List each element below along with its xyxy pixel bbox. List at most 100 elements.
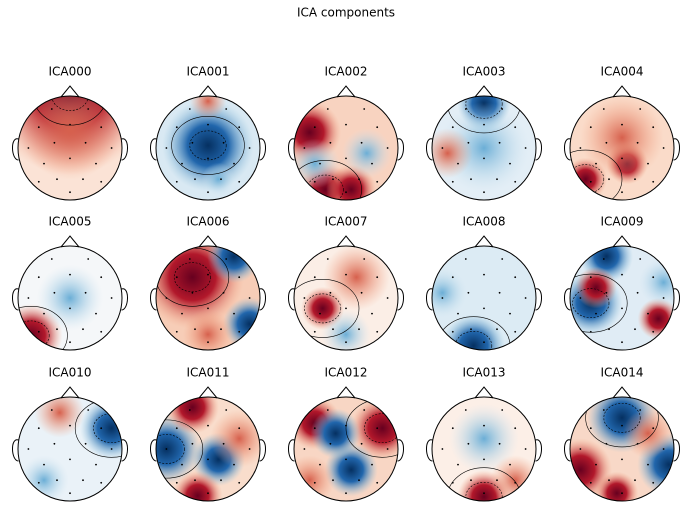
sensor xyxy=(222,442,225,445)
sensor xyxy=(662,147,665,149)
contour xyxy=(189,130,227,161)
contour xyxy=(465,481,503,501)
sensor xyxy=(188,258,191,260)
sensor xyxy=(589,427,592,430)
topomap xyxy=(426,235,542,351)
sensor xyxy=(470,479,472,482)
sensor xyxy=(514,276,517,279)
sensor xyxy=(634,328,636,331)
contour xyxy=(570,149,623,200)
sensor xyxy=(345,341,347,344)
sensor xyxy=(363,258,366,260)
sensor xyxy=(329,442,332,445)
sensor xyxy=(483,123,485,126)
sensor xyxy=(595,162,597,165)
sensor xyxy=(100,330,103,333)
nose xyxy=(336,386,356,399)
sensor xyxy=(100,126,103,129)
sensor xyxy=(464,409,467,411)
component-title: ICA008 xyxy=(462,215,505,229)
topomap-blob xyxy=(432,267,468,318)
topomap-blob xyxy=(350,397,398,460)
sensor xyxy=(464,108,467,110)
sensor xyxy=(207,123,209,126)
topomap-blob xyxy=(210,409,260,468)
sensor xyxy=(69,424,71,427)
sensor xyxy=(441,448,444,450)
sensor xyxy=(319,463,321,466)
sensor xyxy=(358,479,360,482)
sensor xyxy=(371,463,373,466)
sensor xyxy=(360,291,363,294)
sensor xyxy=(175,126,178,129)
sensor xyxy=(95,162,97,165)
sensor xyxy=(222,141,225,144)
sensor xyxy=(363,108,366,110)
left-ear xyxy=(564,138,571,161)
sensor xyxy=(181,463,183,466)
sensor xyxy=(509,463,511,466)
head-outline xyxy=(17,95,123,201)
nose xyxy=(474,235,494,248)
sensor xyxy=(43,463,45,466)
sensor xyxy=(639,108,642,110)
nose xyxy=(60,386,80,399)
sensor xyxy=(579,448,582,450)
sensor xyxy=(621,157,623,160)
sensor xyxy=(589,276,592,279)
right-ear xyxy=(673,138,680,161)
sensor xyxy=(467,141,470,144)
topomap xyxy=(564,386,680,502)
sensor xyxy=(363,409,366,411)
nose xyxy=(612,85,632,98)
sensor xyxy=(621,341,623,344)
sensor xyxy=(225,409,228,411)
sensor xyxy=(56,328,58,331)
sensor xyxy=(652,427,655,430)
sensor xyxy=(386,147,389,149)
sensor xyxy=(207,273,209,276)
topomap xyxy=(564,235,680,351)
sensor xyxy=(207,341,209,344)
sensor xyxy=(514,481,517,484)
sensor xyxy=(376,330,379,333)
sensor xyxy=(313,481,316,484)
sensor xyxy=(303,448,306,450)
sensor xyxy=(110,448,113,450)
sensor xyxy=(69,123,71,126)
sensor xyxy=(69,492,71,495)
head-outline xyxy=(155,95,261,201)
component-title: ICA003 xyxy=(462,65,505,79)
component-title: ICA011 xyxy=(186,366,229,380)
sensor xyxy=(371,312,373,315)
sensor xyxy=(233,463,235,466)
left-ear xyxy=(150,138,157,161)
sensor xyxy=(100,276,103,279)
sensor xyxy=(636,141,639,144)
sensor xyxy=(621,123,623,126)
contour xyxy=(306,174,344,200)
topomap xyxy=(426,386,542,502)
sensor xyxy=(207,458,209,461)
sensor xyxy=(608,328,610,331)
sensor xyxy=(329,141,332,144)
sensor xyxy=(457,463,459,466)
head-outline xyxy=(431,95,537,201)
sensor xyxy=(621,191,623,194)
sensor xyxy=(451,276,454,279)
sensor xyxy=(207,424,209,427)
contour xyxy=(93,413,122,444)
topomap-field xyxy=(432,246,536,350)
nose xyxy=(612,235,632,248)
sensor xyxy=(441,147,444,149)
sensor xyxy=(371,162,373,165)
nose xyxy=(474,85,494,98)
sensor xyxy=(82,328,84,331)
topomap-field xyxy=(294,246,398,350)
topomap-blob xyxy=(341,128,392,179)
sensor xyxy=(514,427,517,430)
topomap-blob xyxy=(165,397,220,435)
contour xyxy=(171,115,245,175)
sensor xyxy=(50,108,53,110)
